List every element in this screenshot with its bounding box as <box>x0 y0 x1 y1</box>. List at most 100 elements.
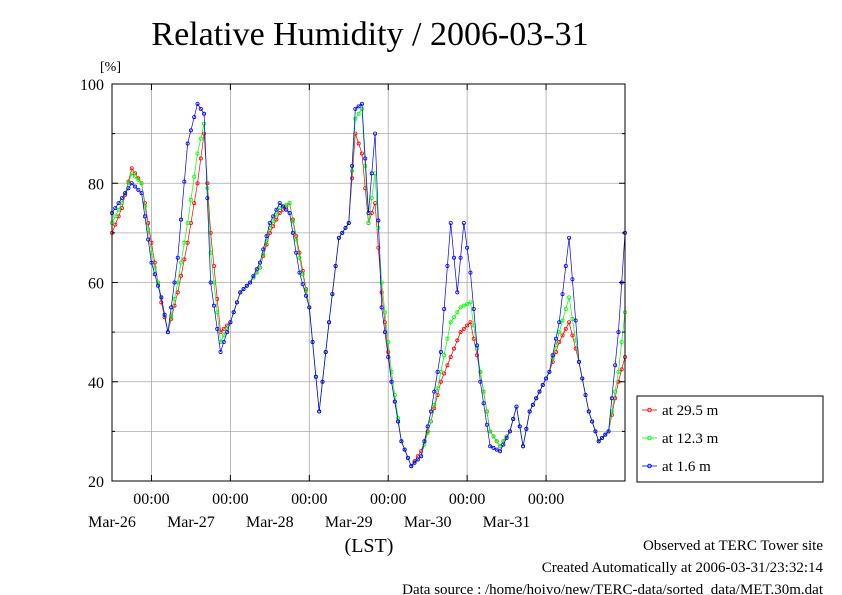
data-point <box>596 439 601 444</box>
data-point <box>465 323 470 328</box>
data-point <box>563 326 568 331</box>
data-point <box>290 230 295 235</box>
data-point <box>570 316 575 321</box>
data-point <box>438 349 443 354</box>
data-point <box>353 116 358 121</box>
data-point <box>576 359 581 364</box>
data-point <box>277 211 282 216</box>
data-point <box>425 424 430 429</box>
data-point <box>146 220 151 225</box>
data-point <box>159 300 164 305</box>
data-point <box>550 353 555 358</box>
x-tick-date-label: Mar-28 <box>246 514 294 531</box>
data-point <box>583 392 588 397</box>
data-point <box>599 435 604 440</box>
x-tick-time-label: 00:00 <box>370 491 406 508</box>
x-tick-time-label: 00:00 <box>528 491 564 508</box>
data-point <box>435 369 440 374</box>
data-point <box>567 235 572 240</box>
data-point <box>488 429 493 434</box>
data-point <box>484 409 489 414</box>
data-point <box>254 267 259 272</box>
data-point <box>350 163 355 168</box>
data-point <box>557 320 562 325</box>
data-point <box>179 273 184 278</box>
data-point <box>609 396 614 401</box>
data-point <box>590 419 595 424</box>
data-point <box>185 141 190 146</box>
data-point <box>402 447 407 452</box>
data-point <box>221 333 226 338</box>
data-point <box>192 115 197 120</box>
data-point <box>215 326 220 331</box>
data-point <box>458 255 463 260</box>
data-point <box>139 181 144 186</box>
data-point <box>369 171 374 176</box>
data-point <box>419 454 424 459</box>
data-point <box>277 206 282 211</box>
data-point <box>445 336 450 341</box>
data-point <box>570 277 575 282</box>
legend-label: at 12.3 m <box>662 431 719 447</box>
series-line <box>111 107 626 467</box>
data-point <box>333 263 338 268</box>
data-point <box>603 432 608 437</box>
data-point <box>544 376 549 381</box>
data-point <box>192 174 197 179</box>
data-point <box>169 305 174 310</box>
data-point <box>323 349 328 354</box>
data-point <box>133 174 138 179</box>
data-point <box>405 455 410 460</box>
data-point <box>613 389 618 394</box>
data-point <box>139 191 144 196</box>
data-point <box>225 330 230 335</box>
data-point <box>284 202 289 207</box>
footer: Observed at TERC Tower site Created Autom… <box>402 538 824 595</box>
data-point <box>218 330 223 335</box>
data-point <box>451 255 456 260</box>
data-point <box>297 255 302 260</box>
data-point <box>136 177 141 182</box>
data-point <box>182 257 187 262</box>
data-point <box>350 176 355 181</box>
data-point <box>392 399 397 404</box>
data-point <box>432 402 437 407</box>
data-point <box>159 295 164 300</box>
series-line <box>111 102 626 467</box>
data-point <box>353 106 358 111</box>
data-point <box>162 312 167 317</box>
data-point <box>451 346 456 351</box>
y-tick-label: 60 <box>88 276 104 293</box>
data-point <box>517 424 522 429</box>
data-point <box>498 449 503 454</box>
x-axis-label: (LST) <box>345 535 394 557</box>
data-point <box>149 260 154 265</box>
footer-line: Observed at TERC Tower site <box>643 538 823 554</box>
data-point <box>320 379 325 384</box>
data-point <box>560 333 565 338</box>
data-point <box>221 340 226 345</box>
legend-box <box>636 395 824 483</box>
chart-title: Relative Humidity / 2006-03-31 <box>151 16 588 53</box>
data-point <box>415 457 420 462</box>
data-point <box>175 255 180 260</box>
series-3 <box>110 101 628 469</box>
data-point <box>116 201 121 206</box>
data-point <box>123 191 128 196</box>
data-point <box>484 422 489 427</box>
data-point <box>494 447 499 452</box>
data-point <box>409 464 414 469</box>
legend-swatch-marker <box>647 435 652 441</box>
data-point <box>606 429 611 434</box>
data-point <box>465 302 470 307</box>
data-point <box>297 270 302 275</box>
data-point <box>287 201 292 206</box>
data-point <box>428 409 433 414</box>
data-point <box>113 206 118 211</box>
data-point <box>530 402 535 407</box>
data-point <box>238 290 243 295</box>
data-point <box>257 265 262 270</box>
data-point <box>448 320 453 325</box>
series-1 <box>110 131 628 469</box>
